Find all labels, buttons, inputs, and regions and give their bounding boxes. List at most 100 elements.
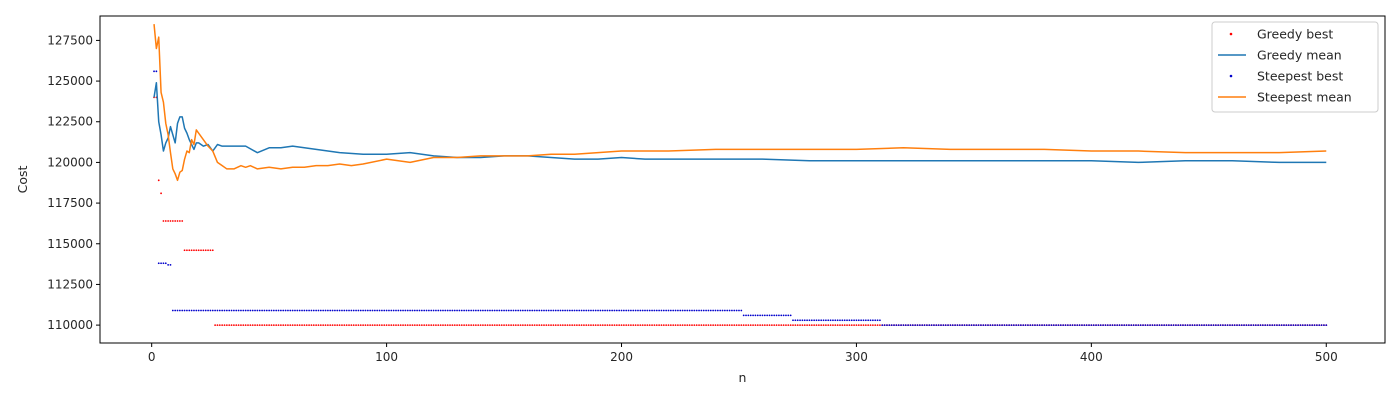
data-point: [585, 309, 588, 312]
data-point: [571, 309, 574, 312]
data-point: [561, 324, 564, 327]
data-point: [381, 309, 383, 312]
data-point: [575, 324, 578, 327]
data-point: [566, 309, 569, 312]
data-point: [1243, 324, 1245, 327]
y-tick-label: 115000: [47, 237, 93, 251]
data-point: [1320, 324, 1323, 327]
data-point: [754, 324, 757, 327]
data-point: [1304, 324, 1307, 327]
data-point: [526, 309, 529, 312]
data-point: [392, 324, 395, 327]
data-point: [1222, 324, 1224, 327]
data-point: [937, 324, 940, 327]
data-point: [543, 324, 545, 327]
data-point: [291, 324, 294, 327]
data-point: [493, 324, 496, 327]
data-point: [815, 319, 818, 322]
legend-item: Greedy mean: [1218, 48, 1342, 63]
data-point: [1325, 324, 1328, 327]
data-point: [519, 324, 522, 327]
legend-box: [1211, 21, 1379, 113]
data-point: [538, 309, 541, 312]
data-point: [1034, 324, 1036, 327]
data-point: [171, 220, 174, 222]
data-point: [775, 314, 778, 317]
data-point: [449, 324, 451, 327]
data-point: [416, 309, 419, 312]
data-point: [157, 262, 160, 265]
data-point: [1059, 324, 1062, 327]
data-point: [592, 324, 595, 327]
data-point: [1292, 324, 1295, 327]
data-point: [160, 262, 162, 265]
data-point: [289, 309, 292, 312]
data-point: [1083, 324, 1086, 327]
data-point: [686, 309, 689, 312]
data-point: [639, 309, 642, 312]
data-point: [817, 319, 820, 322]
data-point: [984, 324, 987, 327]
data-point: [437, 309, 440, 312]
data-point: [1264, 324, 1267, 327]
data-point: [427, 324, 430, 327]
data-point: [970, 324, 973, 327]
data-point: [759, 314, 762, 317]
data-point: [1041, 324, 1043, 327]
data-point: [907, 324, 910, 327]
data-point: [834, 319, 837, 322]
data-point: [914, 324, 917, 327]
data-point: [559, 309, 562, 312]
data-point: [637, 309, 639, 312]
data-point: [1219, 324, 1222, 327]
data-point: [531, 324, 534, 327]
data-point: [1297, 324, 1299, 327]
data-point: [289, 324, 292, 327]
data-point: [279, 324, 282, 327]
data-point: [270, 324, 273, 327]
data-point: [406, 324, 409, 327]
data-point: [740, 309, 743, 312]
data-point: [547, 309, 550, 312]
data-point: [470, 309, 473, 312]
data-point: [951, 324, 954, 327]
data-point: [211, 309, 214, 312]
data-point: [482, 324, 484, 327]
data-point: [651, 324, 653, 327]
data-point: [315, 309, 318, 312]
data-point: [688, 309, 691, 312]
data-point: [1261, 324, 1264, 327]
data-point: [526, 324, 529, 327]
data-point: [1315, 324, 1318, 327]
data-point: [247, 309, 249, 312]
data-point: [573, 309, 576, 312]
data-point: [1184, 324, 1187, 327]
data-point: [343, 309, 346, 312]
data-point: [888, 324, 891, 327]
data-point: [587, 309, 590, 312]
data-point: [357, 309, 360, 312]
data-point: [1125, 324, 1128, 327]
data-point: [996, 324, 999, 327]
data-point: [862, 324, 865, 327]
data-point: [1015, 324, 1018, 327]
data-point: [679, 324, 682, 327]
data-point: [272, 309, 275, 312]
data-point: [719, 324, 722, 327]
data-point: [251, 309, 254, 312]
data-point: [695, 324, 698, 327]
data-point: [176, 220, 179, 222]
data-point: [1050, 324, 1053, 327]
data-point: [364, 324, 367, 327]
data-point: [564, 324, 567, 327]
data-point: [876, 319, 879, 322]
data-point: [820, 319, 823, 322]
data-point: [171, 309, 174, 312]
data-point: [651, 309, 653, 312]
data-point: [590, 324, 592, 327]
data-point: [1102, 324, 1104, 327]
data-point: [242, 324, 245, 327]
data-point: [244, 324, 247, 327]
data-point: [1113, 324, 1116, 327]
data-point: [162, 220, 165, 222]
